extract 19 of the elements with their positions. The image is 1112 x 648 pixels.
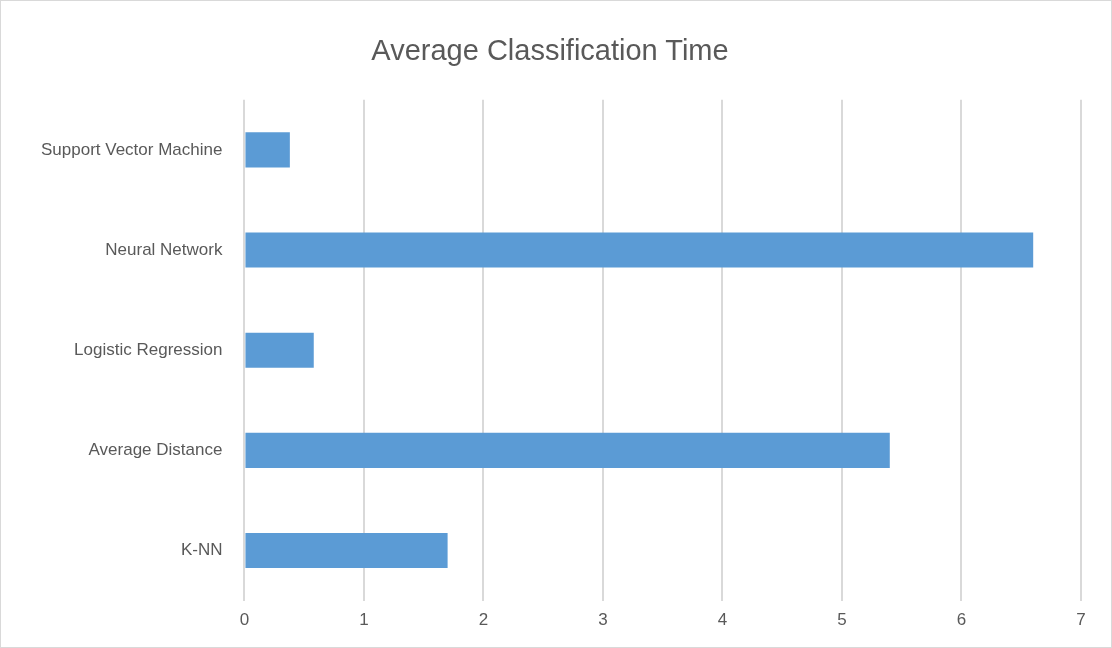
bar [245, 432, 890, 468]
y-tick-label: Average Distance [88, 440, 223, 460]
y-tick-label: Neural Network [105, 239, 223, 259]
bar [245, 132, 290, 168]
y-tick-label: Support Vector Machine [40, 139, 223, 159]
y-tick-label: Logistic Regression [74, 339, 223, 359]
x-tick-label: 6 [956, 610, 967, 630]
bar [245, 532, 448, 569]
x-tick-label: 5 [837, 610, 847, 630]
bar [245, 232, 1034, 268]
x-tick-label: 3 [598, 610, 608, 630]
x-tick-label: 7 [1076, 610, 1086, 630]
x-tick-label: 4 [717, 610, 728, 630]
y-tick-label: K-NN [180, 540, 223, 560]
x-tick-label: 1 [359, 610, 369, 630]
x-tick-label: 0 [239, 610, 250, 630]
bar [245, 332, 314, 368]
x-tick-label: 2 [478, 610, 489, 630]
chart-title: Average Classification Time [371, 34, 729, 67]
